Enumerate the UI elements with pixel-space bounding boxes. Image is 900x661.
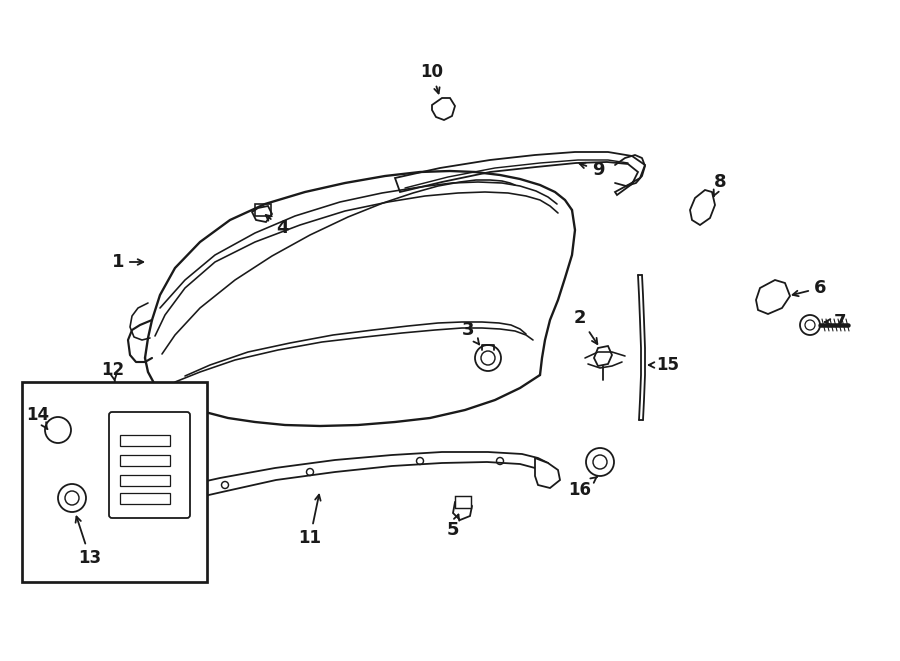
Bar (22, 382, 207, 582)
Bar (120, 493, 170, 504)
Polygon shape (756, 280, 790, 314)
Text: 4: 4 (266, 215, 288, 237)
Polygon shape (453, 498, 472, 520)
Bar (120, 455, 170, 466)
Polygon shape (395, 152, 645, 195)
Text: 8: 8 (714, 173, 726, 196)
Polygon shape (432, 98, 455, 120)
Circle shape (586, 448, 614, 476)
Polygon shape (594, 346, 612, 366)
Circle shape (58, 484, 86, 512)
Text: 7: 7 (824, 313, 846, 331)
Bar (120, 435, 170, 446)
Polygon shape (175, 452, 548, 502)
Bar (120, 475, 170, 486)
Polygon shape (252, 206, 272, 222)
Text: 6: 6 (793, 279, 826, 297)
Text: 2: 2 (574, 309, 598, 344)
Circle shape (475, 345, 501, 371)
Text: 5: 5 (446, 514, 459, 539)
Polygon shape (690, 190, 715, 225)
Text: 15: 15 (649, 356, 680, 374)
Circle shape (800, 315, 820, 335)
Text: 10: 10 (420, 63, 444, 93)
Text: 16: 16 (569, 477, 597, 499)
Bar (255, 204, 271, 216)
Text: 14: 14 (26, 406, 50, 429)
Text: 1: 1 (112, 253, 143, 271)
Text: 11: 11 (299, 494, 321, 547)
Text: 13: 13 (76, 516, 102, 567)
Text: 3: 3 (462, 321, 479, 344)
Bar (455, 496, 471, 508)
FancyBboxPatch shape (109, 412, 190, 518)
Text: 12: 12 (102, 361, 124, 382)
Text: 9: 9 (580, 161, 604, 179)
Circle shape (45, 417, 71, 443)
Polygon shape (535, 458, 560, 488)
